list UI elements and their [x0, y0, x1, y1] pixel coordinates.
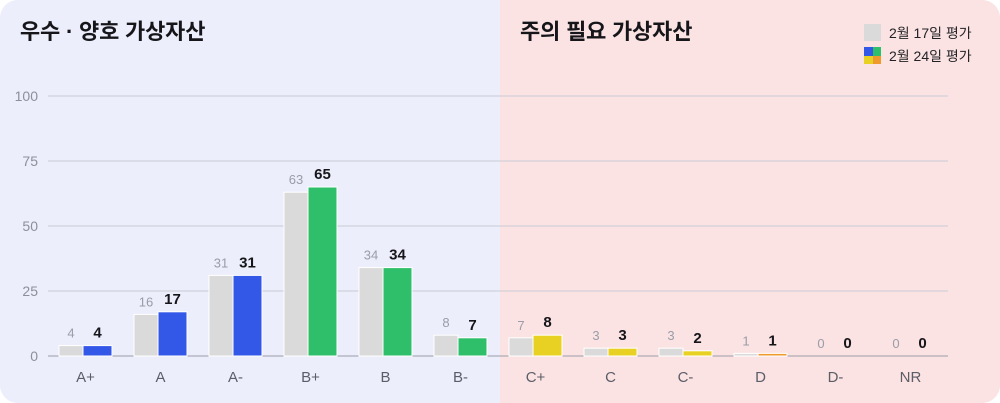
svg-text:0: 0 — [918, 335, 926, 352]
svg-text:4: 4 — [67, 326, 74, 341]
svg-text:B+: B+ — [301, 369, 320, 386]
svg-text:1: 1 — [768, 332, 776, 349]
svg-text:C: C — [605, 369, 616, 386]
svg-text:50: 50 — [22, 218, 38, 234]
svg-text:31: 31 — [214, 255, 228, 270]
svg-text:D-: D- — [828, 369, 844, 386]
svg-text:0: 0 — [817, 336, 824, 351]
svg-text:7: 7 — [517, 318, 524, 333]
svg-text:0: 0 — [892, 336, 899, 351]
svg-text:1: 1 — [742, 333, 749, 348]
svg-text:3: 3 — [618, 327, 626, 344]
svg-text:C-: C- — [678, 369, 694, 386]
svg-text:A+: A+ — [76, 369, 95, 386]
svg-text:C+: C+ — [526, 369, 546, 386]
svg-text:B: B — [380, 369, 390, 386]
svg-text:7: 7 — [468, 317, 476, 334]
svg-text:D: D — [755, 369, 766, 386]
svg-text:A: A — [155, 369, 165, 386]
svg-text:16: 16 — [139, 294, 153, 309]
svg-text:A-: A- — [228, 369, 243, 386]
svg-text:34: 34 — [389, 247, 406, 264]
svg-text:B-: B- — [453, 369, 468, 386]
svg-text:2: 2 — [693, 330, 701, 347]
svg-text:17: 17 — [164, 291, 181, 308]
svg-text:0: 0 — [843, 335, 851, 352]
svg-text:34: 34 — [364, 248, 378, 263]
svg-text:100: 100 — [15, 88, 39, 104]
svg-text:63: 63 — [289, 172, 303, 187]
svg-text:75: 75 — [22, 153, 38, 169]
svg-text:0: 0 — [30, 348, 38, 364]
svg-text:NR: NR — [900, 369, 922, 386]
svg-text:3: 3 — [667, 328, 674, 343]
svg-text:65: 65 — [314, 166, 331, 183]
svg-text:25: 25 — [22, 283, 38, 299]
svg-text:8: 8 — [442, 315, 449, 330]
svg-text:3: 3 — [592, 328, 599, 343]
svg-text:4: 4 — [93, 325, 102, 342]
svg-text:8: 8 — [543, 314, 551, 331]
svg-text:31: 31 — [239, 254, 256, 271]
